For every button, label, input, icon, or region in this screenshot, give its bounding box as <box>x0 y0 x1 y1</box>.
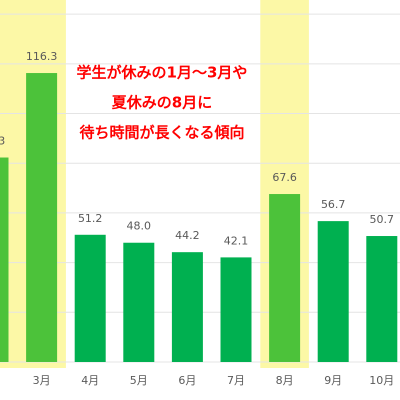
annotation: 待ち時間が長くなる傾向 <box>79 124 244 142</box>
bar <box>269 194 301 362</box>
value-label: 51.2 <box>78 212 103 225</box>
value-label: 48.0 <box>127 220 152 233</box>
annotation: 学生が休みの1月～3月や <box>77 64 248 82</box>
bar <box>0 157 9 362</box>
value-label: 44.2 <box>175 229 200 242</box>
bar <box>366 236 398 362</box>
bar <box>220 257 252 362</box>
value-label: 67.6 <box>272 171 297 184</box>
value-label: 82.3 <box>0 135 5 148</box>
x-tick-label: 10月 <box>369 374 394 387</box>
value-label: 56.7 <box>321 198 346 211</box>
annotation: 夏休みの8月に <box>111 94 212 112</box>
x-tick-label: 4月 <box>81 374 99 387</box>
bar <box>74 234 106 362</box>
x-tick-label: 9月 <box>324 374 342 387</box>
bar <box>171 252 203 362</box>
value-label: 42.1 <box>224 234 249 247</box>
x-tick-label: 8月 <box>276 374 294 387</box>
bar <box>317 221 349 362</box>
value-label: 116.3 <box>26 50 58 63</box>
bar <box>123 242 155 362</box>
x-tick-label: 7月 <box>227 374 245 387</box>
value-label: 50.7 <box>370 213 395 226</box>
x-tick-label: 6月 <box>178 374 196 387</box>
x-tick-label: 3月 <box>33 374 51 387</box>
x-tick-label: 5月 <box>130 374 148 387</box>
bar <box>26 73 58 362</box>
